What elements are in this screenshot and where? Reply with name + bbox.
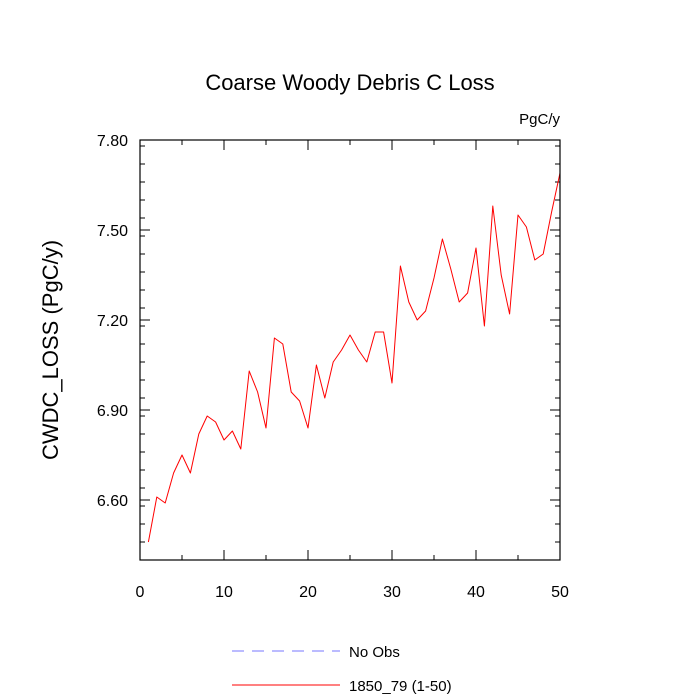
- y-tick-label: 7.20: [97, 313, 128, 330]
- x-tick-label: 40: [467, 584, 485, 601]
- axis-tick-labels: 0 10 20 30 40 50 6.60 6.90 7.20 7.50 7.80: [97, 133, 569, 601]
- x-tick-label: 0: [136, 584, 145, 601]
- y-tick-label: 7.50: [97, 223, 128, 240]
- y-axis-label: CWDC_LOSS (PgC/y): [38, 240, 63, 460]
- legend-label-no-obs: No Obs: [349, 644, 400, 661]
- legend-label-1850-79: 1850_79 (1-50): [349, 678, 452, 695]
- y-tick-label: 6.60: [97, 493, 128, 510]
- x-tick-label: 10: [215, 584, 233, 601]
- y-tick-label: 7.80: [97, 133, 128, 150]
- units-label: PgC/y: [519, 111, 560, 128]
- axis-ticks: [139, 139, 561, 560]
- y-tick-label: 6.90: [97, 403, 128, 420]
- x-tick-label: 30: [383, 584, 401, 601]
- series-layer: [147, 172, 561, 543]
- series-line: [147, 172, 561, 543]
- chart-title: Coarse Woody Debris C Loss: [205, 70, 494, 95]
- x-tick-label: 50: [551, 584, 569, 601]
- x-tick-label: 20: [299, 584, 317, 601]
- legend: No Obs 1850_79 (1-50): [232, 644, 452, 695]
- plot-frame: [139, 139, 561, 561]
